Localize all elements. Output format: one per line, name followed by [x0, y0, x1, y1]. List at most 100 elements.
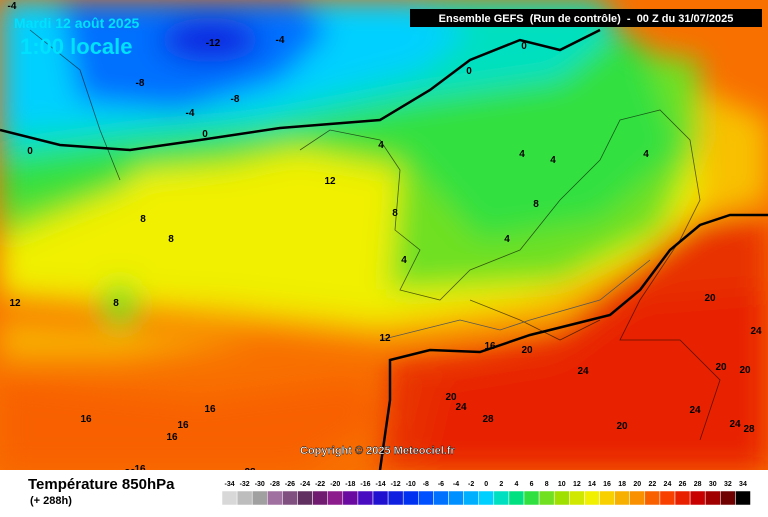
contour-label: 4	[504, 234, 510, 245]
contour-label: 4	[519, 149, 525, 160]
scale-swatch	[704, 490, 721, 506]
scale-label: -26	[285, 481, 295, 488]
scale-swatch	[463, 490, 479, 506]
scale-label: -4	[453, 481, 459, 488]
contour-label: 8	[168, 234, 174, 245]
scale-swatch	[282, 490, 298, 506]
local-time: 1:00 locale	[20, 34, 133, 59]
contour-label: 24	[729, 419, 741, 430]
scale-swatch	[372, 490, 389, 506]
scale-swatch	[418, 490, 434, 506]
contour-label: 4	[550, 155, 556, 166]
scale-label: -8	[423, 481, 429, 488]
legend-title: Température 850hPa	[28, 476, 175, 493]
contour-label: 24	[689, 405, 701, 416]
contour-label: 4	[643, 149, 649, 160]
scale-label: 34	[739, 481, 747, 488]
scale-swatch	[448, 490, 464, 506]
contour-label: 24	[577, 366, 589, 377]
contour-label: 20	[704, 293, 716, 304]
scale-label: 24	[664, 481, 672, 488]
scale-swatch	[614, 490, 630, 506]
contour-label: 0	[466, 66, 472, 77]
scale-swatch	[267, 490, 283, 506]
scale-swatch	[720, 490, 736, 506]
temperature-field	[0, 0, 768, 471]
contour-label: 8	[140, 214, 146, 225]
copyright: Copyright © 2025 Meteociel.fr	[300, 445, 456, 457]
scale-label: 14	[588, 481, 596, 488]
scale-label: -16	[360, 481, 370, 488]
scale-label: 8	[545, 481, 549, 488]
scale-label: -28	[270, 481, 280, 488]
scale-swatch	[553, 490, 570, 506]
contour-label: 20	[715, 362, 727, 373]
scale-label: -34	[224, 481, 234, 488]
contour-label: 8	[392, 208, 398, 219]
scale-swatch	[387, 490, 404, 506]
contour-label: 16	[166, 432, 178, 443]
scale-swatch	[584, 490, 600, 506]
scale-swatch	[493, 490, 510, 506]
scale-swatch	[689, 490, 706, 506]
run-info: Ensemble GEFS (Run de contrôle) - 00 Z d…	[439, 13, 734, 25]
scale-swatch	[236, 490, 253, 506]
contour-label: -12	[206, 38, 221, 49]
scale-label: -10	[406, 481, 416, 488]
contour-label: 12	[324, 176, 336, 187]
contour-label: -4	[8, 1, 17, 12]
lead-time: (+ 288h)	[30, 495, 72, 507]
scale-swatch	[312, 490, 328, 506]
contour-label: 16	[204, 404, 216, 415]
contour-label: 28	[743, 424, 755, 435]
scale-label: -22	[315, 481, 325, 488]
contour-label: 12	[9, 298, 21, 309]
scale-swatch	[508, 490, 525, 506]
scale-label: 12	[573, 481, 581, 488]
scale-swatch	[538, 490, 555, 506]
scale-label: 22	[648, 481, 656, 488]
contour-label: 0	[202, 129, 208, 140]
scale-swatch	[342, 490, 359, 506]
scale-label: -18	[345, 481, 355, 488]
contour-label: 24	[455, 402, 467, 413]
scale-swatch	[599, 490, 615, 506]
scale-label: 18	[618, 481, 626, 488]
contour-label: 8	[113, 298, 119, 309]
scale-swatch	[478, 490, 495, 506]
contour-label: 20	[739, 365, 751, 376]
scale-label: 32	[724, 481, 732, 488]
scale-label: 6	[530, 481, 534, 488]
scale-swatch	[644, 490, 661, 506]
contour-label: 16	[134, 464, 146, 475]
contour-label: -8	[136, 78, 145, 89]
contour-label: -8	[231, 94, 240, 105]
scale-label: 4	[514, 481, 518, 488]
contour-label: 16	[484, 341, 496, 352]
contour-label: 20	[445, 392, 457, 403]
scale-swatch	[523, 490, 540, 506]
scale-label: 2	[499, 481, 503, 488]
scale-label: 30	[709, 481, 717, 488]
scale-label: 28	[694, 481, 702, 488]
contour-label: 12	[379, 333, 391, 344]
scale-swatch	[402, 490, 419, 506]
scale-label: 16	[603, 481, 611, 488]
scale-label: -24	[300, 481, 310, 488]
contour-label: 0	[521, 41, 527, 52]
scale-swatch	[327, 490, 344, 506]
contour-label: 24	[750, 326, 762, 337]
date: Mardi 12 août 2025	[14, 15, 139, 31]
scale-swatch	[357, 490, 374, 506]
scale-swatch	[674, 490, 691, 506]
contour-label: -4	[276, 35, 285, 46]
scale-swatch	[221, 490, 238, 506]
scale-swatch	[735, 490, 751, 506]
scale-swatch	[569, 490, 585, 506]
scale-label: -30	[255, 481, 265, 488]
contour-label: -4	[186, 108, 195, 119]
contour-label: 16	[80, 414, 92, 425]
scale-label: 10	[558, 481, 566, 488]
contour-label: 0	[27, 146, 33, 157]
